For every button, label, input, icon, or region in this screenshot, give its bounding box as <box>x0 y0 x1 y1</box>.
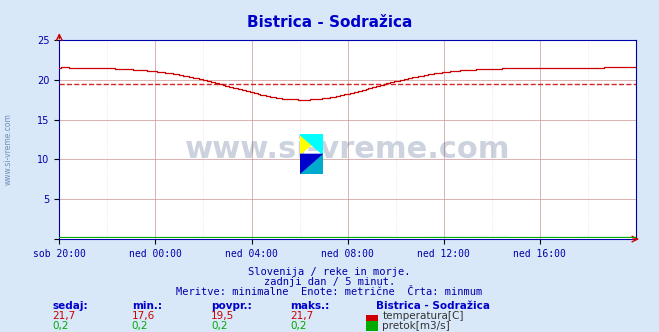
Text: temperatura[C]: temperatura[C] <box>382 311 464 321</box>
Polygon shape <box>300 134 323 154</box>
Polygon shape <box>300 154 323 174</box>
Text: zadnji dan / 5 minut.: zadnji dan / 5 minut. <box>264 277 395 287</box>
Text: www.si-vreme.com: www.si-vreme.com <box>3 114 13 185</box>
Text: www.si-vreme.com: www.si-vreme.com <box>185 135 510 164</box>
Text: Bistrica - Sodražica: Bistrica - Sodražica <box>376 301 490 311</box>
Text: 21,7: 21,7 <box>53 311 76 321</box>
Text: pretok[m3/s]: pretok[m3/s] <box>382 321 450 331</box>
Text: Bistrica - Sodražica: Bistrica - Sodražica <box>247 15 412 30</box>
Text: 0,2: 0,2 <box>211 321 227 331</box>
Text: 21,7: 21,7 <box>290 311 313 321</box>
Text: min.:: min.: <box>132 301 162 311</box>
Text: 0,2: 0,2 <box>290 321 306 331</box>
Text: maks.:: maks.: <box>290 301 330 311</box>
Text: 19,5: 19,5 <box>211 311 234 321</box>
Text: Slovenija / reke in morje.: Slovenija / reke in morje. <box>248 267 411 277</box>
Text: Meritve: minimalne  Enote: metrične  Črta: minmum: Meritve: minimalne Enote: metrične Črta:… <box>177 287 482 297</box>
Text: 0,2: 0,2 <box>53 321 69 331</box>
Text: 0,2: 0,2 <box>132 321 148 331</box>
Polygon shape <box>300 154 323 174</box>
Text: povpr.:: povpr.: <box>211 301 252 311</box>
Text: sedaj:: sedaj: <box>53 301 88 311</box>
Text: 17,6: 17,6 <box>132 311 155 321</box>
Polygon shape <box>300 134 323 154</box>
